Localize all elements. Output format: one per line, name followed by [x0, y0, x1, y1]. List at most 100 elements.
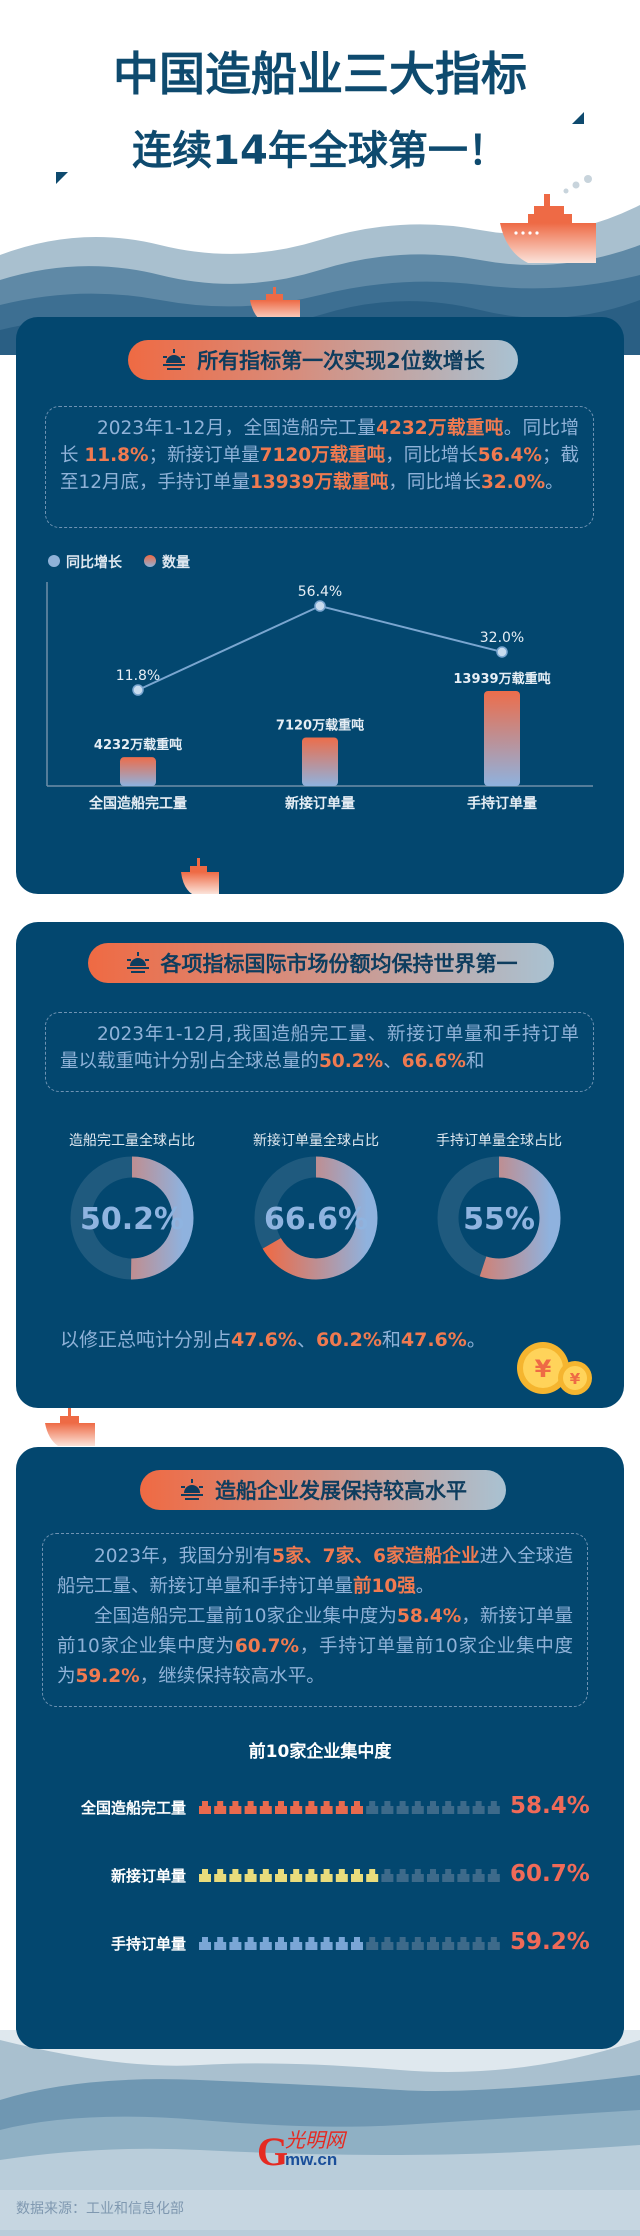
section-card-enterprises: [16, 1447, 624, 2049]
highlight-text: 50.2%: [319, 1051, 384, 1072]
building-icon: [229, 1869, 242, 1882]
corner-decoration: [572, 112, 584, 124]
building-icon: [457, 1801, 470, 1814]
building-icon: [472, 1869, 485, 1882]
building-icon: [244, 1937, 257, 1950]
donut-arc: [70, 1156, 194, 1280]
growth-line: [137, 604, 503, 691]
yuan-coin-icon: ¥ ¥: [517, 1342, 592, 1395]
highlight-text: 66.6%: [401, 1051, 466, 1072]
building-icon: [214, 1801, 227, 1814]
building-icon: [275, 1801, 287, 1814]
building-icon: [351, 1937, 363, 1950]
building-icon: [214, 1869, 227, 1882]
body-text: 以修正总吨计分别占: [60, 1329, 232, 1351]
highlight-text: 58.4%: [397, 1606, 462, 1627]
building-icon: [457, 1937, 470, 1950]
building-icon: [381, 1937, 394, 1950]
highlight-text: 前10强: [353, 1576, 416, 1597]
building-icon: [305, 1869, 318, 1882]
line-point: [496, 646, 508, 658]
row-label: 手持订单量: [110, 1935, 186, 1953]
building-icon: [320, 1937, 333, 1950]
building-icon: [214, 1937, 227, 1950]
building-icon: [335, 1801, 348, 1814]
building-icon: [427, 1937, 439, 1950]
building-icon: [199, 1869, 211, 1882]
bar: [484, 691, 520, 786]
legend-item-quantity: 数量: [144, 552, 190, 572]
summary-box: 2023年1-12月,我国造船完工量、新接订单量和手持订单量以载重吨计分别占全球…: [45, 1012, 594, 1092]
bar-label: 7120万载重吨: [276, 717, 364, 733]
building-icon: [244, 1801, 257, 1814]
category-label: 手持订单量: [467, 795, 537, 812]
card-bottom: [16, 1960, 624, 2049]
body-text: 。: [466, 1329, 486, 1351]
ship-icon: [45, 1408, 95, 1446]
building-icon: [351, 1869, 363, 1882]
legend-item-growth: 同比增长: [48, 552, 122, 572]
building-icon: [320, 1869, 333, 1882]
building-icon: [290, 1801, 303, 1814]
bar-label: 13939万载重吨: [453, 671, 550, 687]
building-icon: [366, 1801, 379, 1814]
building-icon: [487, 1869, 500, 1882]
donut-value: 66.6%: [264, 1202, 368, 1237]
title-line-2: 连续14年全球第一！: [132, 128, 508, 174]
building-icon: [290, 1937, 303, 1950]
highlight-text: 5家、7家、6家造船企业: [272, 1546, 480, 1567]
highlight-text: 7120万载重吨: [259, 445, 386, 466]
building-icon: [229, 1937, 242, 1950]
building-icon: [442, 1869, 455, 1882]
category-label: 全国造船完工量: [88, 795, 187, 812]
chart-legend: 同比增长 数量: [48, 552, 190, 572]
highlight-text: 4232万载重吨: [376, 418, 504, 439]
bar: [302, 737, 338, 786]
highlight-text: 60.7%: [234, 1636, 300, 1657]
highlight-text: 11.8%: [84, 445, 149, 466]
section-title: 所有指标第一次实现2位数增长: [197, 349, 485, 373]
section-title: 造船企业发展保持较高水平: [215, 1479, 467, 1503]
summary-box: 2023年，我国分别有5家、7家、6家造船企业进入全球造船完工量、新接订单量和手…: [42, 1533, 588, 1707]
body-text: ，新接订单量前10家企业集中度为: [57, 1606, 573, 1657]
building-icon: [396, 1937, 409, 1950]
bar-label: 4232万载重吨: [94, 737, 182, 753]
highlight-text: 60.2%: [315, 1329, 382, 1351]
body-text: ，同比增长: [385, 445, 478, 466]
building-icon: [396, 1869, 409, 1882]
building-icon: [244, 1869, 257, 1882]
sunrise-icon: [161, 349, 187, 371]
ship-icon: [250, 287, 300, 322]
svg-text:mw.cn: mw.cn: [285, 2150, 337, 2169]
building-icon: [366, 1937, 379, 1950]
building-icon: [305, 1937, 318, 1950]
ship-icon: [181, 858, 219, 894]
building-icon: [351, 1801, 363, 1814]
building-icon: [396, 1801, 409, 1814]
line-point: [314, 600, 326, 612]
building-icon: [381, 1869, 394, 1882]
pictogram-row: [199, 1937, 500, 1950]
body-text: 、: [383, 1051, 402, 1072]
highlight-text: 59.2%: [75, 1666, 140, 1687]
building-icon: [487, 1937, 500, 1950]
sunrise-icon: [125, 952, 151, 974]
building-icon: [487, 1801, 500, 1814]
pictogram-row: [199, 1801, 500, 1814]
body-text: 。: [545, 472, 564, 493]
building-icon: [411, 1937, 424, 1950]
svg-text:¥: ¥: [570, 1370, 581, 1388]
building-icon: [275, 1937, 287, 1950]
building-icon: [442, 1801, 455, 1814]
building-icon: [335, 1869, 348, 1882]
body-text: 2023年，我国分别有: [94, 1546, 273, 1567]
sunrise-icon: [179, 1479, 205, 1501]
donut-value: 50.2%: [80, 1202, 184, 1237]
highlight-text: 32.0%: [480, 472, 546, 493]
pictogram-title: 前10家企业集中度: [248, 1742, 392, 1762]
section-title-pill: 各项指标国际市场份额均保持世界第一: [88, 943, 554, 983]
donut-charts: 造船完工量全球占比 50.2% 新接订单量全球占比 66.6% 手持订单量全球占比 55%: [69, 1132, 562, 1280]
building-icon: [275, 1869, 287, 1882]
title-line-1: 中国造船业三大指标: [113, 47, 527, 101]
point-label: 56.4%: [298, 584, 342, 600]
